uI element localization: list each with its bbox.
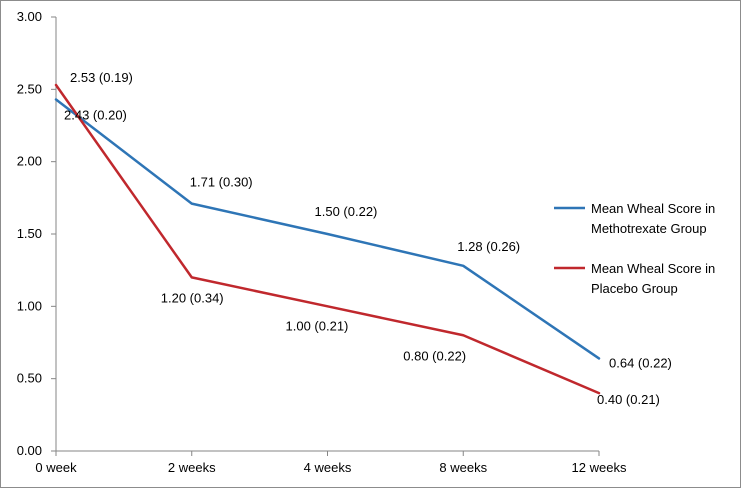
- y-tick-label: 0.00: [17, 443, 42, 458]
- legend-label: Methotrexate Group: [591, 221, 707, 236]
- data-label: 1.50 (0.22): [315, 204, 378, 219]
- data-label: 1.20 (0.34): [161, 290, 224, 305]
- y-tick-label: 2.00: [17, 154, 42, 169]
- series-line-methotrexate: [54, 98, 601, 360]
- data-label: 0.64 (0.22): [609, 355, 672, 370]
- y-tick-label: 3.00: [17, 9, 42, 24]
- y-tick-label: 1.00: [17, 298, 42, 313]
- y-ticks: 0.00 0.50 1.00 1.50 2.00 2.50 3.00: [17, 9, 56, 458]
- y-tick-label: 0.50: [17, 371, 42, 386]
- data-labels: 2.43 (0.20) 1.71 (0.30) 1.50 (0.22) 1.28 (0…: [64, 70, 672, 407]
- data-label: 1.28 (0.26): [457, 239, 520, 254]
- data-label: 0.40 (0.21): [597, 392, 660, 407]
- x-ticks: 0 week 2 weeks 4 weeks 8 weeks 12 weeks: [35, 451, 627, 475]
- y-tick-label: 2.50: [17, 81, 42, 96]
- data-label: 1.71 (0.30): [190, 175, 253, 190]
- legend-label: Mean Wheal Score in: [591, 261, 715, 276]
- data-label: 2.43 (0.20): [64, 107, 127, 122]
- x-tick-label: 8 weeks: [439, 460, 487, 475]
- data-label: 2.53 (0.19): [70, 70, 133, 85]
- x-tick-label: 4 weeks: [304, 460, 352, 475]
- data-label: 0.80 (0.22): [403, 348, 466, 363]
- series-lines: [54, 83, 601, 395]
- y-tick-label: 1.50: [17, 226, 42, 241]
- series-line-placebo: [54, 83, 601, 395]
- x-tick-label: 0 week: [35, 460, 77, 475]
- legend-label: Mean Wheal Score in: [591, 201, 715, 216]
- x-tick-label: 12 weeks: [572, 460, 627, 475]
- x-tick-label: 2 weeks: [168, 460, 216, 475]
- legend: Mean Wheal Score in Methotrexate Group Mea…: [554, 201, 715, 296]
- legend-label: Placebo Group: [591, 281, 678, 296]
- data-label: 1.00 (0.21): [286, 318, 349, 333]
